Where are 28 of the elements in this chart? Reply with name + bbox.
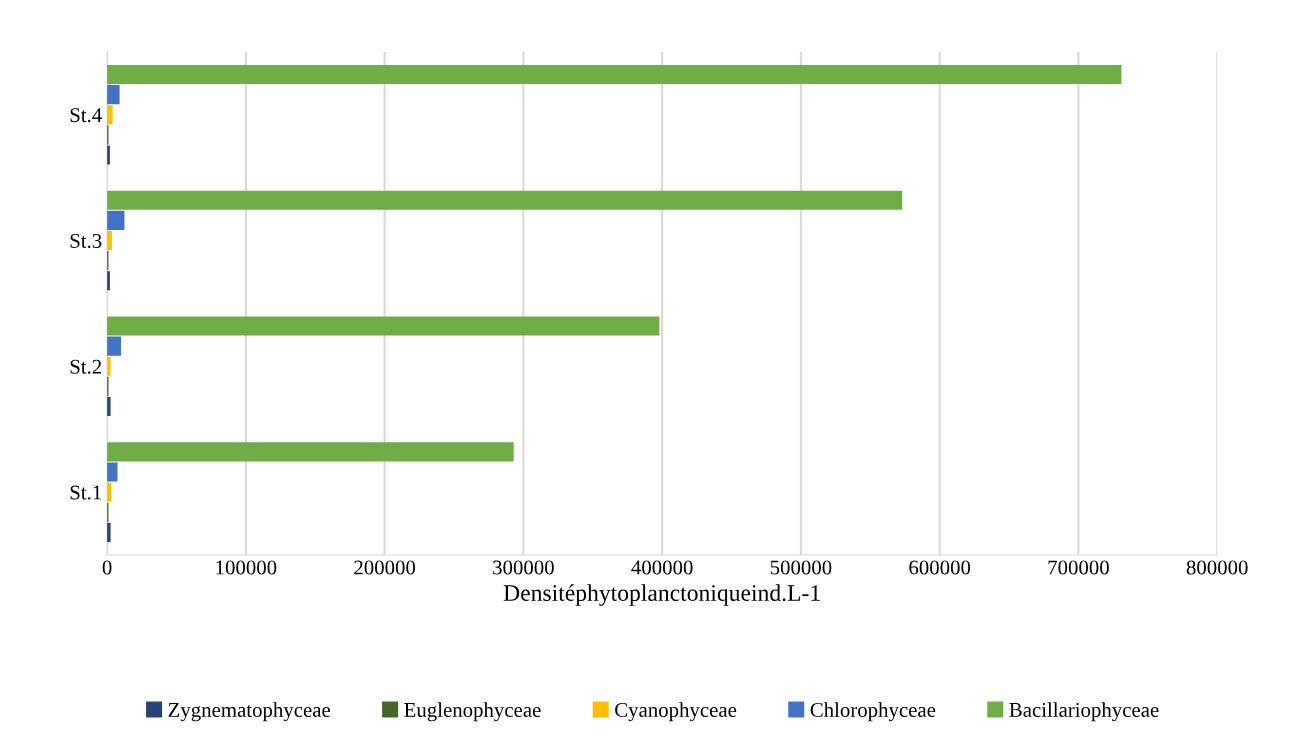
legend-label: Zygnematophyceae xyxy=(168,702,331,722)
x-tick-label: 500000 xyxy=(770,560,832,575)
x-axis-title: Densitéphytoplanctoniqueind.L-1 xyxy=(503,584,820,606)
x-tick-label: 100000 xyxy=(216,560,277,575)
bar xyxy=(107,210,125,230)
bar xyxy=(107,64,1122,84)
x-tick-label: 700000 xyxy=(1048,560,1109,575)
bar xyxy=(107,190,903,210)
legend-label: Cyanophyceae xyxy=(615,702,737,722)
legend-label: Chlorophyceae xyxy=(810,702,936,722)
x-tick-label: 200000 xyxy=(354,560,416,575)
bar xyxy=(107,105,113,125)
x-tick-label: 300000 xyxy=(493,560,554,575)
x-tick-label: 400000 xyxy=(631,560,693,575)
bar xyxy=(107,462,118,482)
x-tick-label: 800000 xyxy=(1186,560,1248,575)
y-tick-label: St.4 xyxy=(70,108,102,123)
y-tick-label: St.2 xyxy=(70,359,102,374)
y-tick-label: St.1 xyxy=(70,485,101,500)
bar xyxy=(107,85,120,105)
bar xyxy=(107,336,121,356)
bar xyxy=(107,316,660,336)
bar xyxy=(107,442,514,462)
legend-label: Bacillariophyceae xyxy=(1009,702,1159,722)
y-tick-label: St.3 xyxy=(70,233,102,249)
x-tick-label: 0 xyxy=(102,560,112,575)
x-tick-label: 600000 xyxy=(909,560,971,575)
legend-label: Euglenophyceae xyxy=(404,702,541,722)
